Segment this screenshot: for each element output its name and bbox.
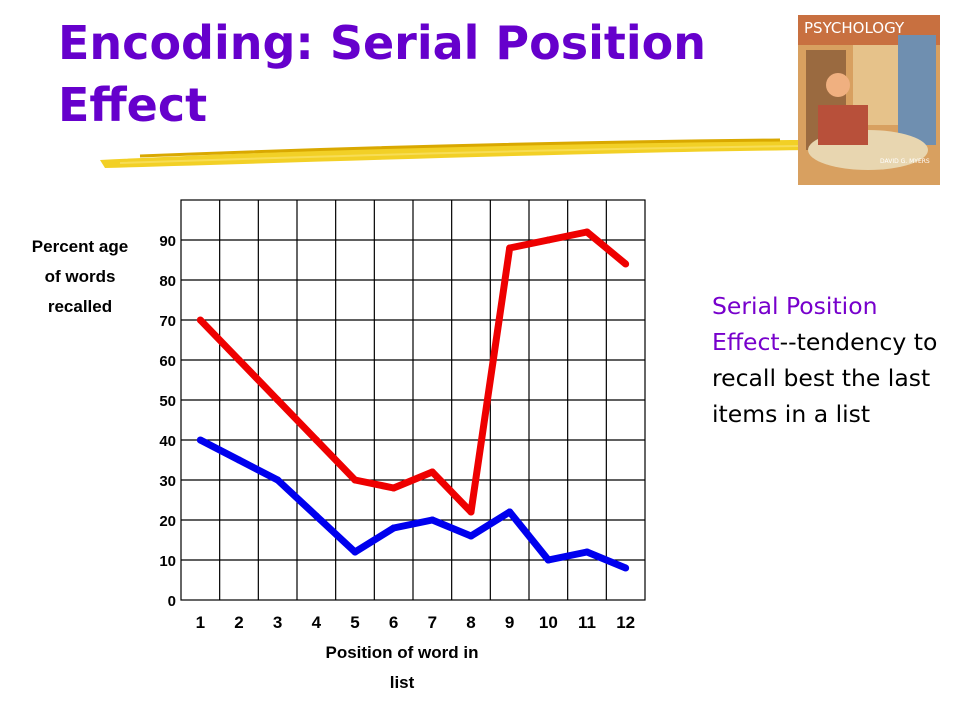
series-red-line — [197, 228, 628, 516]
x-tick-label: 7 — [428, 613, 437, 632]
data-point — [351, 548, 359, 556]
data-point — [467, 508, 475, 516]
definition-term: Serial Position Effect — [712, 292, 878, 356]
data-point — [235, 456, 243, 464]
data-point — [583, 228, 591, 236]
data-point — [390, 484, 398, 492]
data-point — [622, 564, 630, 572]
data-point — [622, 260, 630, 268]
x-tick-label: 3 — [273, 613, 282, 632]
book-cover-image: PSYCHOLOGY DAVID G. MYERS — [798, 15, 940, 185]
x-tick-label: 9 — [505, 613, 514, 632]
data-point — [196, 436, 204, 444]
x-tick-label: 4 — [312, 613, 322, 632]
y-tick-label: 90 — [159, 233, 176, 250]
data-point — [235, 356, 243, 364]
series-blue-line — [198, 436, 628, 572]
data-point — [583, 548, 591, 556]
y-tick-label: 30 — [159, 473, 176, 490]
definition-text: Serial Position Effect--tendency to reca… — [712, 288, 957, 432]
y-tick-label: 50 — [159, 393, 176, 410]
definition-body: --tendency to recall best the last items… — [712, 328, 938, 428]
x-tick-label: 10 — [539, 613, 558, 632]
data-point — [544, 556, 552, 564]
y-tick-label: 60 — [159, 353, 176, 370]
x-tick-label: 8 — [466, 613, 475, 632]
book-title-text: PSYCHOLOGY — [804, 19, 905, 37]
y-axis-label: Percent age of words recalled — [31, 237, 129, 316]
data-point — [196, 316, 204, 324]
data-point — [274, 396, 282, 404]
data-point — [506, 244, 514, 252]
data-point — [312, 512, 320, 520]
y-tick-label: 20 — [159, 513, 176, 530]
slide-title: Encoding: Serial Position Effect — [58, 16, 706, 132]
y-tick-label: 10 — [159, 553, 176, 570]
data-point — [274, 476, 282, 484]
x-tick-label: 11 — [578, 613, 596, 632]
data-point — [351, 476, 359, 484]
x-axis-label: Position of word in list — [325, 643, 479, 692]
data-point — [312, 436, 320, 444]
data-point — [544, 236, 552, 244]
y-tick-label: 70 — [159, 313, 176, 330]
data-point — [428, 516, 436, 524]
y-tick-label: 0 — [168, 593, 176, 610]
y-tick-label: 80 — [159, 273, 176, 290]
y-tick-label: 40 — [159, 433, 176, 450]
x-tick-label: 1 — [196, 613, 205, 632]
data-point — [467, 532, 475, 540]
data-point — [428, 468, 436, 476]
x-tick-label: 6 — [389, 613, 398, 632]
x-tick-label: 5 — [350, 613, 359, 632]
data-point — [506, 508, 514, 516]
x-tick-label: 2 — [234, 613, 243, 632]
data-point — [390, 524, 398, 532]
book-author-text: DAVID G. MYERS — [880, 158, 930, 165]
x-tick-label: 12 — [616, 613, 635, 632]
